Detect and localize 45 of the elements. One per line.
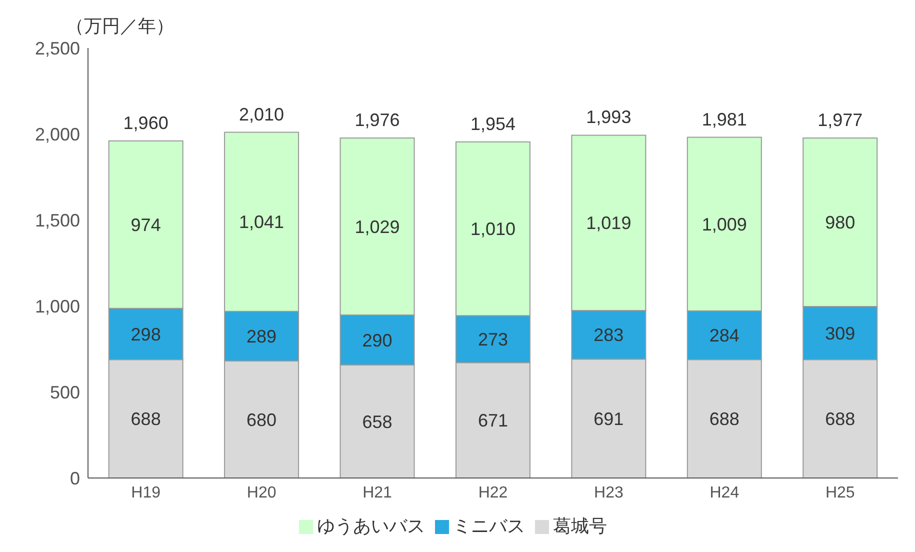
x-tick-label: H22	[478, 484, 508, 502]
x-tick-label: H20	[246, 484, 276, 502]
data-label: 1,019	[586, 213, 632, 234]
total-label: 1,954	[470, 114, 516, 134]
total-label: 2,010	[239, 104, 284, 124]
data-label: 688	[825, 409, 856, 430]
data-label: 671	[478, 410, 508, 431]
data-label: 688	[709, 409, 740, 430]
data-label: 284	[709, 326, 740, 346]
data-label: 298	[130, 324, 161, 344]
y-tick-label: 1,500	[34, 210, 80, 230]
data-label: 283	[594, 325, 624, 346]
data-label: 691	[594, 408, 624, 429]
legend-label: ミニバス	[453, 516, 525, 536]
data-label: 1,010	[470, 219, 516, 240]
total-label: 1,977	[818, 110, 863, 130]
y-tick-label: 500	[50, 382, 80, 402]
data-label: 309	[825, 323, 856, 344]
data-label: 688	[130, 409, 161, 430]
data-label: 273	[478, 330, 508, 350]
data-label: 980	[825, 212, 856, 233]
y-tick-label: 2,000	[34, 124, 80, 144]
x-tick-label: H24	[710, 484, 740, 502]
y-tick-label: 0	[70, 468, 80, 488]
x-tick-label: H19	[131, 484, 161, 502]
data-label: 680	[246, 410, 277, 430]
total-label: 1,981	[702, 109, 747, 130]
total-label: 1,993	[586, 107, 632, 128]
data-label: 1,009	[702, 214, 747, 234]
legend-label: ゆうあいバス	[317, 516, 425, 536]
x-tick-label: H23	[594, 484, 624, 502]
total-label: 1,976	[354, 110, 400, 130]
y-axis-title: （万円／年）	[66, 15, 174, 38]
data-label: 974	[130, 215, 161, 236]
data-label: 290	[362, 330, 392, 350]
x-tick-label: H21	[362, 484, 392, 502]
legend-label: 葛城号	[553, 516, 607, 536]
y-tick-label: 1,000	[34, 296, 80, 316]
data-label: 658	[362, 412, 392, 432]
data-label: 1,029	[354, 216, 400, 237]
y-tick-label: 2,500	[34, 38, 80, 58]
x-tick-label: H25	[825, 484, 855, 502]
data-label: 1,041	[239, 212, 284, 232]
data-label: 289	[246, 326, 277, 347]
total-label: 1,960	[123, 112, 168, 133]
